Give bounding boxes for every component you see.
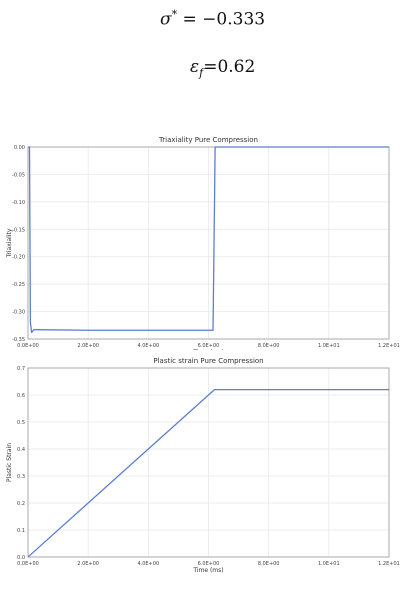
- chart2-ytick-label-7: 0.7: [17, 366, 25, 372]
- chart2-xtick-label-5: 1.0E+01: [318, 561, 340, 567]
- plastic-strain-chart: 0.0E+00 2.0E+00 4.0E+00 6.0E+00 8.0E+00 1.0E+…: [6, 357, 400, 574]
- epsilon-value: =0.62: [203, 57, 256, 77]
- chart2-xtick-label-6: 1.2E+01: [378, 561, 400, 567]
- chart1-ytick-label-1: -0.05: [12, 172, 25, 178]
- triaxiality-chart: 0.0E+00 2.0E+00 4.0E+00 6.0E+00 8.0E+00 1.0E+…: [6, 136, 400, 350]
- chart2-ytick-label-3: 0.3: [17, 474, 25, 480]
- chart1-xtick-label-1: 2.0E+00: [77, 343, 99, 349]
- chart1-ytick-label-5: -0.25: [12, 282, 25, 288]
- chart1-ytick-label-7: -0.35: [12, 337, 25, 343]
- epsilon-symbol: ε: [190, 57, 200, 77]
- chart2-xtick-label-2: 4.0E+00: [137, 561, 159, 567]
- chart1-ytick-label-2: -0.10: [12, 200, 25, 206]
- chart1-xtick-label-4: 8.0E+00: [258, 343, 280, 349]
- sigma-superscript: *: [171, 8, 178, 21]
- chart1-x-axis-label: Time (ms): [192, 349, 223, 350]
- chart2-ytick-label-1: 0.1: [17, 528, 25, 534]
- chart1-frame: [27, 146, 390, 340]
- chart1-xtick-label-3: 6.0E+00: [198, 343, 220, 349]
- chart2-ytick-label-5: 0.5: [17, 420, 25, 426]
- failure-strain-equation: εf=0.62: [190, 57, 255, 79]
- chart1-ytick-label-6: -0.30: [12, 310, 25, 316]
- chart2-series-line-0: [27, 388, 389, 558]
- chart2-xtick-label-4: 8.0E+00: [258, 561, 280, 567]
- chart2-ytick-label-2: 0.2: [17, 501, 25, 507]
- chart2-xtick-label-0: 0.0E+00: [17, 561, 39, 567]
- chart1-series-line-0: [28, 146, 389, 334]
- sigma-value: = −0.333: [177, 9, 266, 30]
- chart1-y-axis-label: Triaxiality: [6, 228, 13, 258]
- chart1-ytick-label-4: -0.20: [12, 255, 25, 261]
- chart2-ytick-label-0: 0.0: [17, 555, 25, 561]
- chart1-xtick-label-5: 1.0E+01: [318, 343, 340, 349]
- chart2-xtick-label-3: 6.0E+00: [198, 561, 220, 567]
- chart2-ytick-label-4: 0.4: [17, 447, 25, 453]
- chart2-frame: [27, 367, 390, 558]
- chart2-xtick-label-1: 2.0E+00: [77, 561, 99, 567]
- stress-triaxiality-equation: σ* = −0.333: [160, 8, 265, 30]
- chart2-x-axis-label: Time (ms): [192, 567, 223, 574]
- epsilon-subscript: f: [199, 66, 204, 80]
- chart1-title: Triaxiality Pure Compression: [158, 136, 258, 144]
- chart2-ytick-label-6: 0.6: [17, 393, 25, 399]
- chart1-ytick-label-0: 0.00: [14, 145, 25, 151]
- chart2-y-axis-label: Plastic Strain: [6, 443, 13, 482]
- chart1-xtick-label-2: 4.0E+00: [137, 343, 159, 349]
- chart1-xtick-label-0: 0.0E+00: [17, 343, 39, 349]
- chart1-ytick-label-3: -0.15: [12, 227, 25, 233]
- sigma-symbol: σ: [160, 9, 172, 30]
- chart2-title: Plastic strain Pure Compression: [153, 357, 263, 365]
- chart1-xtick-label-6: 1.2E+01: [378, 343, 400, 349]
